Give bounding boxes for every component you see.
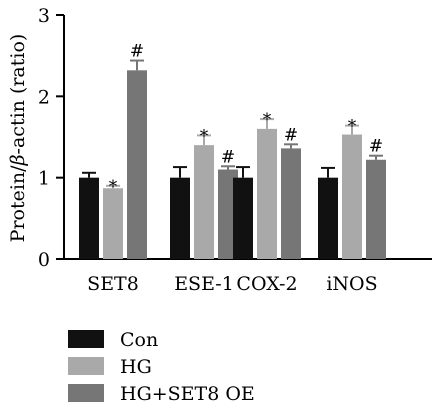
significance-hash: # xyxy=(221,147,235,167)
bar-ese-1-con xyxy=(170,177,190,259)
bar-cox-2-hg-set8-oe xyxy=(281,148,301,259)
y-tick-label: 2 xyxy=(38,86,50,108)
y-axis-title-beta: β xyxy=(7,154,29,166)
bar-inos-con xyxy=(318,177,338,259)
y-axis-title-rest: -actin (ratio) xyxy=(7,34,29,155)
x-tick-label-set8: SET8 xyxy=(87,273,139,295)
y-tick-label: 1 xyxy=(38,168,50,190)
x-tick-label-ese-1: ESE-1 xyxy=(174,273,234,295)
y-axis-title-text: Protein/β-actin (ratio) xyxy=(7,34,29,243)
significance-asterisk: * xyxy=(109,177,118,197)
bar-cox-2-con xyxy=(233,177,253,259)
legend-label: HG+SET8 OE xyxy=(120,383,255,405)
y-axis-title-main: Protein/ xyxy=(7,165,29,242)
legend-label: HG xyxy=(120,356,152,378)
bars: * # SET8 * # ESE-1 * # COX-2 * # iNOS xyxy=(79,42,386,295)
significance-hash: # xyxy=(369,137,383,157)
legend-label: Con xyxy=(120,329,158,351)
x-tick-label-cox-2: COX-2 xyxy=(236,273,297,295)
legend: Con HG HG+SET8 OE xyxy=(68,329,255,405)
bar-set8-con xyxy=(79,177,99,259)
y-tick-label: 0 xyxy=(38,249,50,271)
legend-swatch xyxy=(68,357,104,375)
bar-ese-1-hg xyxy=(194,145,214,259)
bar-inos-hg-set8-oe xyxy=(366,159,386,259)
bar-set8-hg-set8-oe xyxy=(127,70,147,259)
y-axis-title: Protein/β-actin (ratio) xyxy=(7,34,29,243)
bar-inos-hg xyxy=(342,134,362,259)
x-tick-label-inos: iNOS xyxy=(326,273,377,295)
bar-set8-hg xyxy=(103,188,123,259)
significance-asterisk: * xyxy=(348,117,357,137)
legend-swatch xyxy=(68,384,104,402)
significance-asterisk: * xyxy=(263,110,272,130)
significance-asterisk: * xyxy=(200,126,209,146)
significance-hash: # xyxy=(284,125,298,145)
legend-swatch xyxy=(68,330,104,348)
bar-cox-2-hg xyxy=(257,128,277,259)
significance-hash: # xyxy=(130,42,144,62)
y-tick-label: 3 xyxy=(38,5,50,27)
